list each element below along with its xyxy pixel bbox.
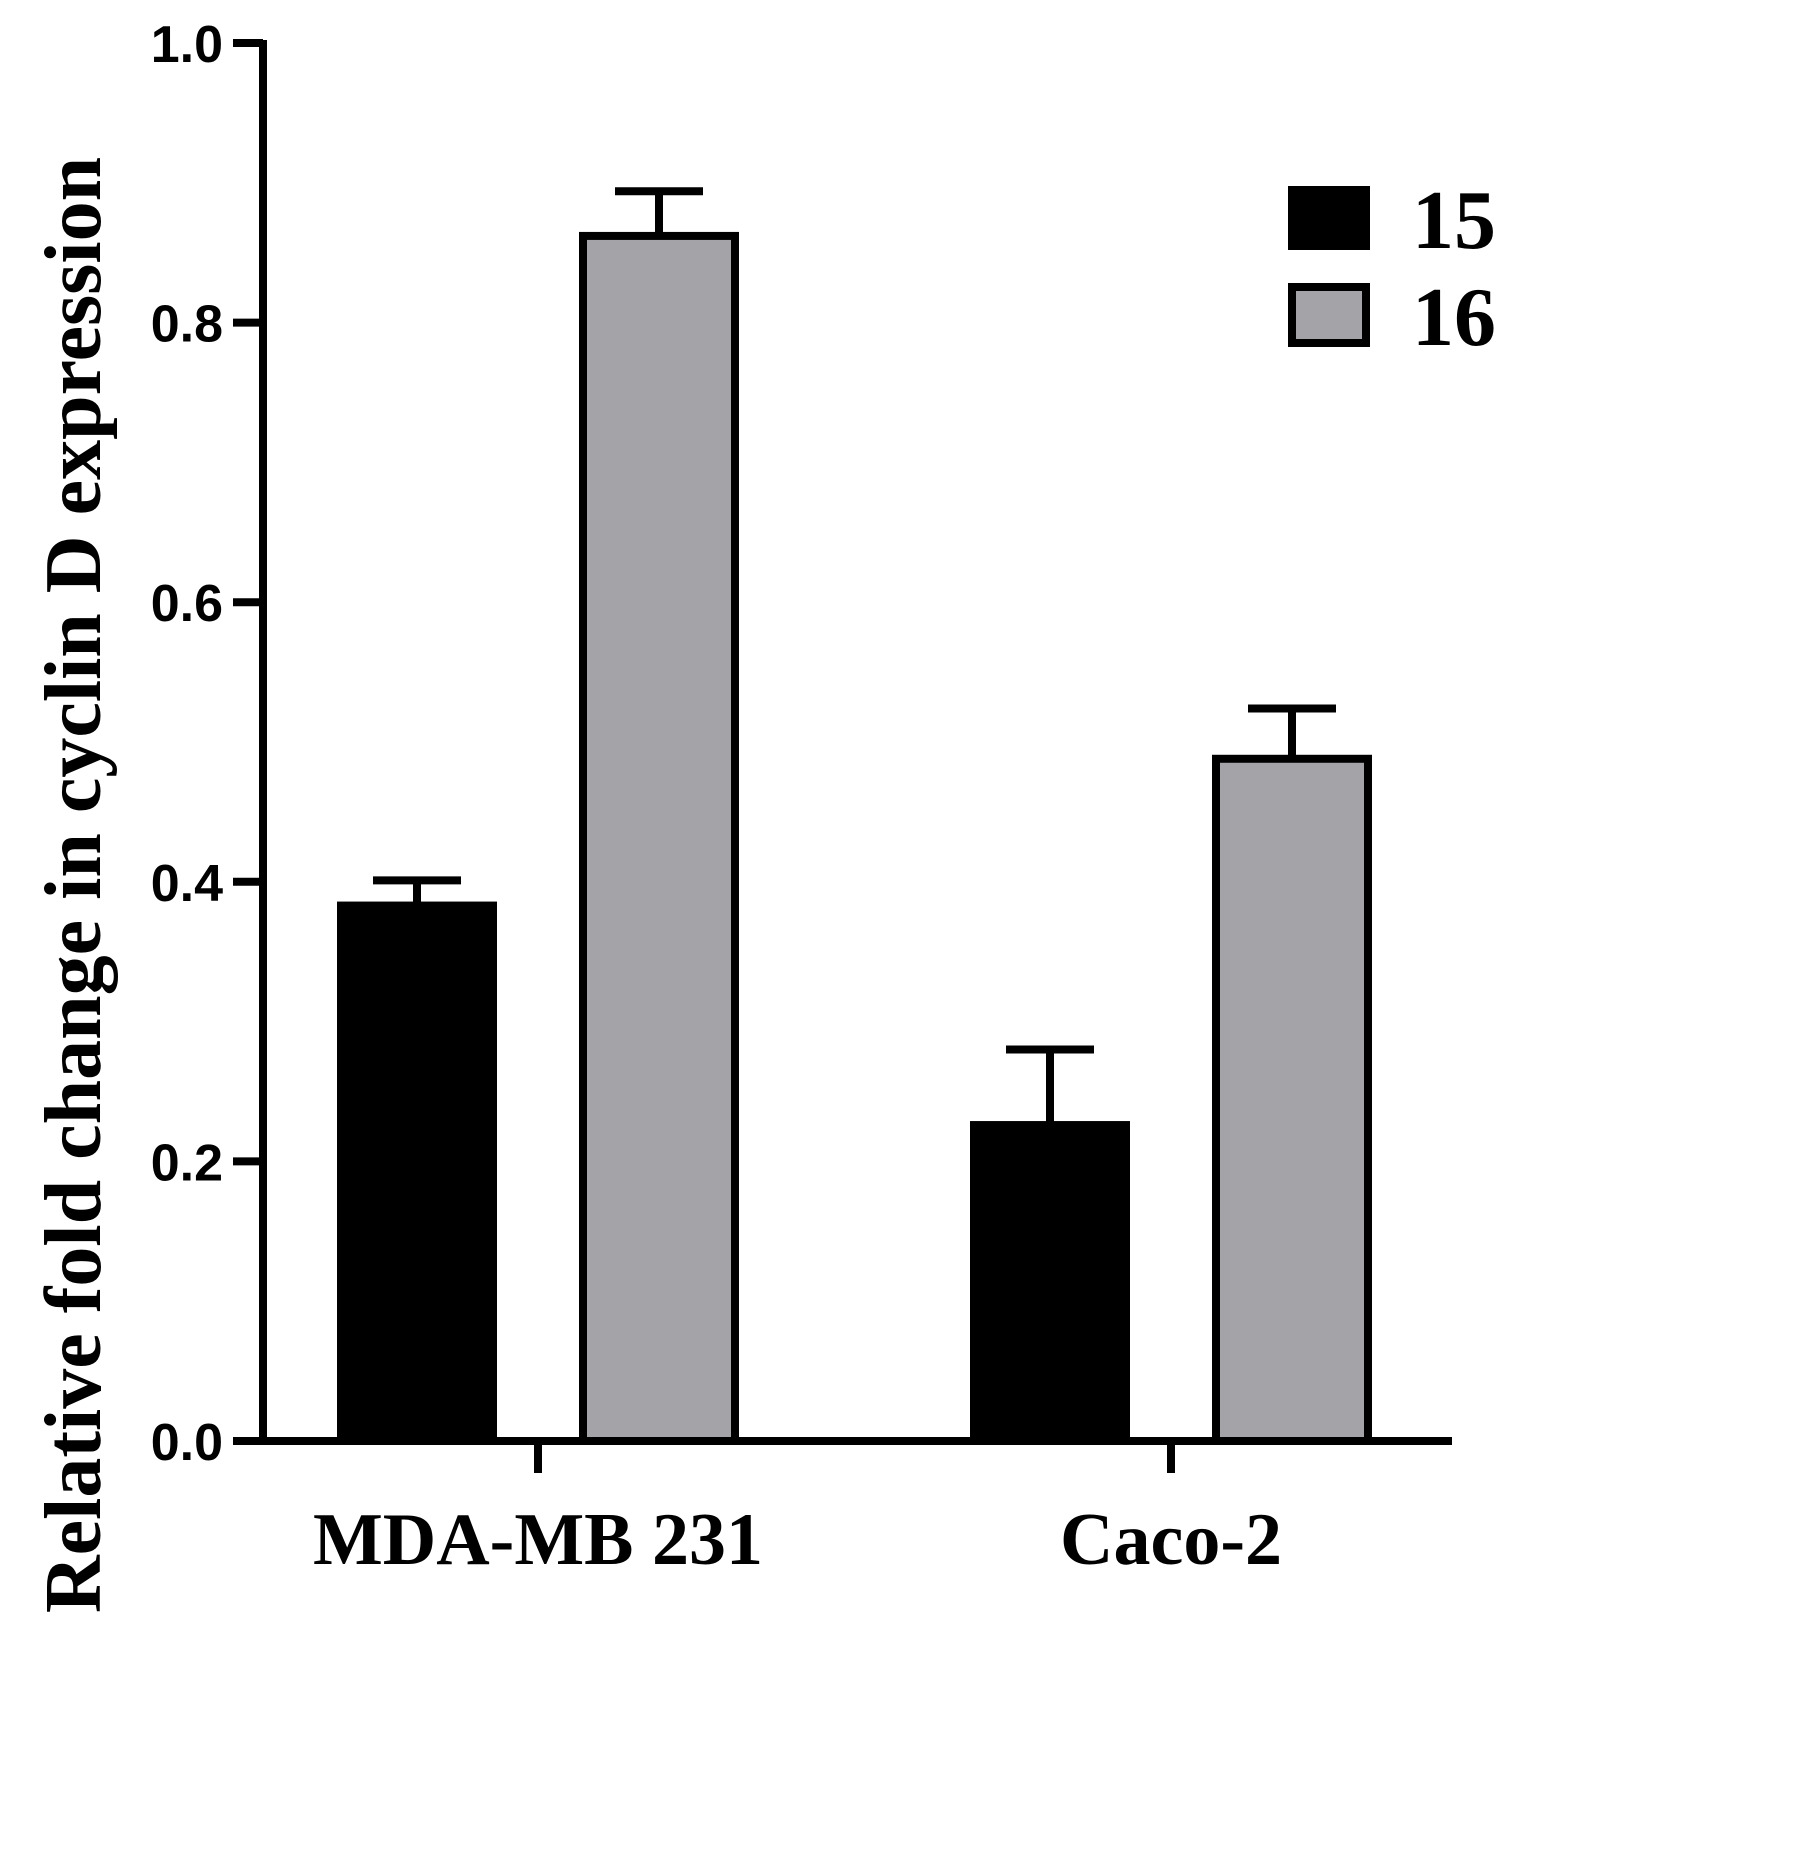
legend-label: 16 [1412,271,1496,364]
y-tick-label: 0.8 [151,296,223,354]
y-tick-label: 0.0 [151,1414,223,1472]
y-tick-label: 1.0 [151,16,223,74]
plot-area: 0.0 0.2 0.4 0.6 0.8 1.0 MDA-MB 231 Caco-2 [151,16,1452,1581]
y-tick-label: 0.2 [151,1134,223,1192]
legend-swatch [1288,283,1370,347]
y-axis-label: Relative fold change in cyclin D express… [30,157,118,1613]
x-tick-label: MDA-MB 231 [313,1499,763,1581]
bar [970,1121,1130,1445]
bar [579,231,739,1446]
y-tick-label: 0.4 [151,855,223,913]
x-tick-label: Caco-2 [1060,1499,1282,1581]
legend-swatch [1288,186,1370,250]
bar [1212,754,1372,1445]
bar [337,901,497,1445]
legend-label: 15 [1412,174,1496,267]
y-tick-label: 0.6 [151,575,223,633]
